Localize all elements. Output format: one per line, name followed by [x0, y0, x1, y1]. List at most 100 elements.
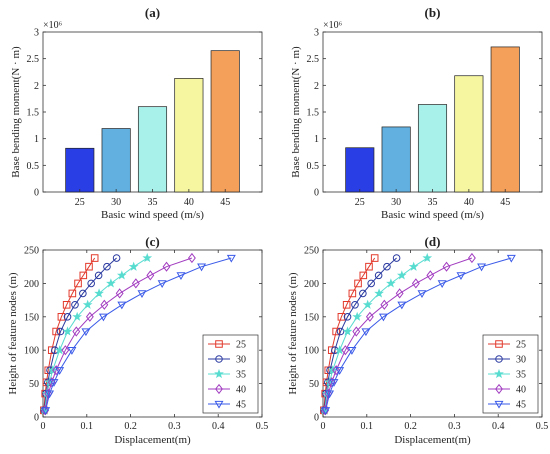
panel-d-series-45-point	[347, 347, 357, 355]
panel-b-bar-30	[381, 126, 411, 193]
panel-c-series-25-point	[57, 313, 66, 321]
panel-d-legend-marker-35	[494, 368, 504, 379]
panel-d-ytick-label: 250	[304, 246, 319, 257]
panel-b-bar-35	[417, 104, 448, 193]
panel-d-axes-frame	[322, 249, 543, 418]
panel-c-series-25-point	[62, 300, 71, 309]
panel-c-series-45-point	[157, 280, 167, 289]
panel-d-legend-label-40: 40	[516, 385, 526, 396]
panel-a-ytick-label: 3	[34, 28, 39, 39]
panel-d-legend-label-45: 45	[516, 400, 526, 411]
panel-a-bar-45	[210, 50, 240, 193]
panel-b-ytick-label: 0	[314, 188, 319, 199]
panel-c-xtick-label: 0.5	[256, 421, 269, 432]
panel-b-xtick-label: 40	[464, 197, 474, 208]
panel-c-ytick-label: 200	[24, 279, 39, 290]
panel-d-series-35-point	[342, 326, 353, 336]
panel-d-ytick-label: 200	[304, 279, 319, 290]
panel-b-ytick-label: 1	[314, 134, 319, 145]
panel-c-series-45-point	[197, 263, 207, 272]
panel-c-legend-marker-35	[214, 368, 224, 379]
panel-c-ytick-label: 50	[29, 379, 39, 390]
panel-d-series-30-point	[343, 313, 352, 321]
panel-d-series-line-40	[324, 257, 473, 411]
panel-d-xtick-label: 0.2	[404, 421, 417, 432]
panel-d-series-line-45	[325, 257, 512, 411]
panel-d-series-45-point	[456, 272, 466, 281]
panel-d-series-35-point	[408, 261, 419, 271]
panel-d-ytick-label: 50	[309, 379, 319, 390]
panel-c-xtick-label: 0.4	[212, 421, 225, 432]
panel-d-series-25-point	[359, 271, 368, 280]
panel-c-title: (c)	[145, 234, 159, 249]
panel-a-ytick-label: 0	[34, 188, 39, 199]
panel-d-ytick-label: 150	[304, 312, 319, 323]
panel-c-legend-label-45: 45	[236, 400, 246, 411]
panel-c-series-40-point	[115, 288, 124, 299]
panel-d-series-45-point	[417, 290, 427, 299]
panel-d-series-45-point	[335, 367, 345, 375]
panel-d-ytick-label: 0	[314, 413, 319, 424]
panel-c-legend-marker-45	[214, 400, 224, 409]
panel-d-series-40-point	[411, 278, 420, 289]
panel-c-xtick-label: 0.2	[124, 421, 137, 432]
panel-d-series-30-point	[336, 327, 345, 336]
panel-d-legend-marker-40	[495, 383, 503, 395]
panel-d-series-40-point	[380, 299, 389, 310]
panel-a-ytick-label: 2.5	[27, 54, 40, 65]
panel-c-series-45-point	[137, 290, 147, 299]
panel-d-xtick-label: 0.3	[448, 421, 461, 432]
panel-c-series-40-point	[146, 270, 155, 281]
panel-d-series-35-point	[396, 270, 407, 280]
panel-b-ytick-label: 3	[314, 28, 319, 39]
panel-c-series-30-point	[87, 279, 95, 288]
panel-c-series-30-point	[103, 262, 111, 271]
panel-b-xlabel: Basic wind speed (m/s)	[381, 209, 484, 221]
panel-c-legend-label-25: 25	[236, 340, 246, 351]
panel-c-series-25-point	[74, 279, 82, 288]
panel-d-series-40-point	[365, 311, 374, 322]
panel-c-ytick-label: 250	[24, 246, 39, 257]
panel-d-series-40-point	[442, 261, 451, 272]
panel-c-series-45-point	[81, 328, 91, 337]
panel-d-xtick-label: 0.4	[492, 421, 505, 432]
panel-c-series-40-point	[85, 311, 94, 322]
panel-d-series-45-point	[325, 390, 335, 399]
panel-d-series-45-point	[397, 301, 407, 310]
panel-c-series-30-point	[94, 271, 103, 280]
panel-c-series-35-point	[116, 270, 127, 280]
panel-c-series-25-point	[90, 254, 99, 262]
panel-d-ytick-label: 100	[304, 346, 319, 357]
panel-d-xtick-label: 0.1	[361, 421, 374, 432]
panel-d-series-45-point	[361, 328, 371, 337]
panel-d-legend-marker-45	[494, 400, 504, 409]
panel-d-series-25-point	[348, 289, 357, 298]
panel-c-series-45-point	[117, 301, 127, 310]
panel-c-xtick-label: 0.3	[168, 421, 181, 432]
panel-c-ytick-label: 150	[24, 312, 39, 323]
panel-d-series-25-point	[365, 262, 373, 271]
panel-c-series-45-point	[49, 379, 59, 387]
panel-c-legend-marker-30	[215, 355, 223, 363]
panel-c-series-35-point	[54, 345, 65, 355]
panel-c-series-40-point	[72, 326, 81, 337]
panel-c-series-30-point	[79, 289, 87, 298]
panel-d-series-45-point	[477, 263, 487, 272]
panel-b-title: (b)	[425, 5, 441, 20]
panel-c-series-40-point	[52, 365, 61, 376]
panel-c-series-40-point	[187, 252, 196, 264]
panel-a-ytick-label: 1	[34, 134, 39, 145]
panel-d-series-25-point	[354, 279, 362, 288]
panel-b-xtick-label: 35	[428, 197, 438, 208]
panel-c-series-35-point	[82, 299, 93, 309]
panel-c-series-25-point	[85, 262, 93, 271]
panel-c-series-40-point	[131, 278, 140, 289]
panel-c-legend-label-40: 40	[236, 385, 246, 396]
panel-a-ytick-label: 2	[34, 81, 39, 92]
panel-a-ytick-label: 1.5	[27, 108, 40, 119]
panel-b-xtick-label: 45	[500, 197, 510, 208]
panel-c-series-40-point	[100, 299, 109, 310]
panel-d-series-45-point	[437, 280, 447, 289]
panel-a-ylabel: Base bending moment(N · m)	[10, 46, 22, 178]
